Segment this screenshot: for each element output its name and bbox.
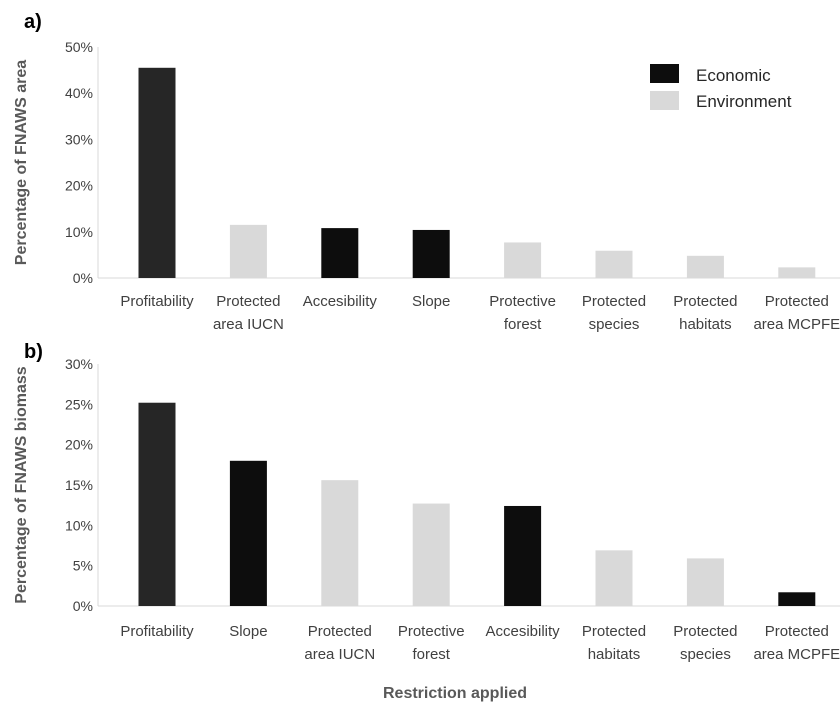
- category-label: Protected: [308, 623, 372, 640]
- category-label: Protective: [398, 623, 465, 640]
- y-tick-label: 0%: [73, 270, 93, 286]
- category-label: Slope: [412, 293, 450, 310]
- bar: [229, 460, 267, 606]
- bar: [686, 558, 724, 606]
- category-label: Profitability: [120, 293, 194, 310]
- category-label: habitats: [679, 316, 732, 333]
- bar: [778, 592, 816, 606]
- category-label: Profitability: [120, 623, 194, 640]
- legend-swatch: [650, 91, 679, 110]
- category-label: habitats: [588, 646, 641, 663]
- category-label: forest: [504, 316, 542, 333]
- y-axis-title: Percentage of FNAWS biomass: [13, 366, 30, 603]
- category-label: species: [589, 316, 640, 333]
- category-label: Protected: [582, 623, 646, 640]
- bar: [778, 267, 816, 278]
- category-label: Slope: [229, 623, 267, 640]
- legend-swatch: [650, 64, 679, 83]
- x-axis-title: Restriction applied: [383, 685, 527, 702]
- bar: [504, 242, 542, 278]
- y-tick-label: 30%: [65, 356, 93, 372]
- category-label: Accesibility: [303, 293, 378, 310]
- panel-label: a): [24, 11, 42, 33]
- y-axis-title: Percentage of FNAWS area: [13, 60, 30, 266]
- bar: [504, 505, 542, 606]
- y-tick-label: 40%: [65, 85, 93, 101]
- y-tick-label: 20%: [65, 178, 93, 194]
- y-tick-label: 30%: [65, 131, 93, 147]
- legend-label: Environment: [696, 92, 792, 111]
- y-tick-label: 10%: [65, 517, 93, 533]
- bar: [138, 67, 176, 278]
- category-label: area IUCN: [213, 316, 284, 333]
- bar: [321, 480, 359, 606]
- category-label: Protected: [582, 293, 646, 310]
- panel-label: b): [24, 341, 43, 363]
- category-label: Protected: [216, 293, 280, 310]
- y-tick-label: 15%: [65, 477, 93, 493]
- bar: [412, 229, 450, 278]
- bar: [138, 402, 176, 606]
- bar: [229, 224, 267, 278]
- bar: [595, 250, 633, 278]
- legend-label: Economic: [696, 66, 771, 85]
- category-label: Protected: [765, 623, 829, 640]
- bar: [686, 255, 724, 278]
- bar: [412, 503, 450, 606]
- category-label: area IUCN: [304, 646, 375, 663]
- bar: [321, 228, 359, 278]
- y-tick-label: 10%: [65, 224, 93, 240]
- y-tick-label: 25%: [65, 396, 93, 412]
- category-label: area MCPFE: [753, 316, 840, 333]
- category-label: Protected: [673, 293, 737, 310]
- category-label: forest: [412, 646, 450, 663]
- category-label: Accesibility: [486, 623, 561, 640]
- category-label: Protective: [489, 293, 556, 310]
- category-label: area MCPFE: [753, 646, 840, 663]
- category-label: Protected: [765, 293, 829, 310]
- category-label: species: [680, 646, 731, 663]
- y-tick-label: 50%: [65, 39, 93, 55]
- bar: [595, 550, 633, 606]
- y-tick-label: 5%: [73, 558, 93, 574]
- y-tick-label: 20%: [65, 437, 93, 453]
- y-tick-label: 0%: [73, 598, 93, 614]
- category-label: Protected: [673, 623, 737, 640]
